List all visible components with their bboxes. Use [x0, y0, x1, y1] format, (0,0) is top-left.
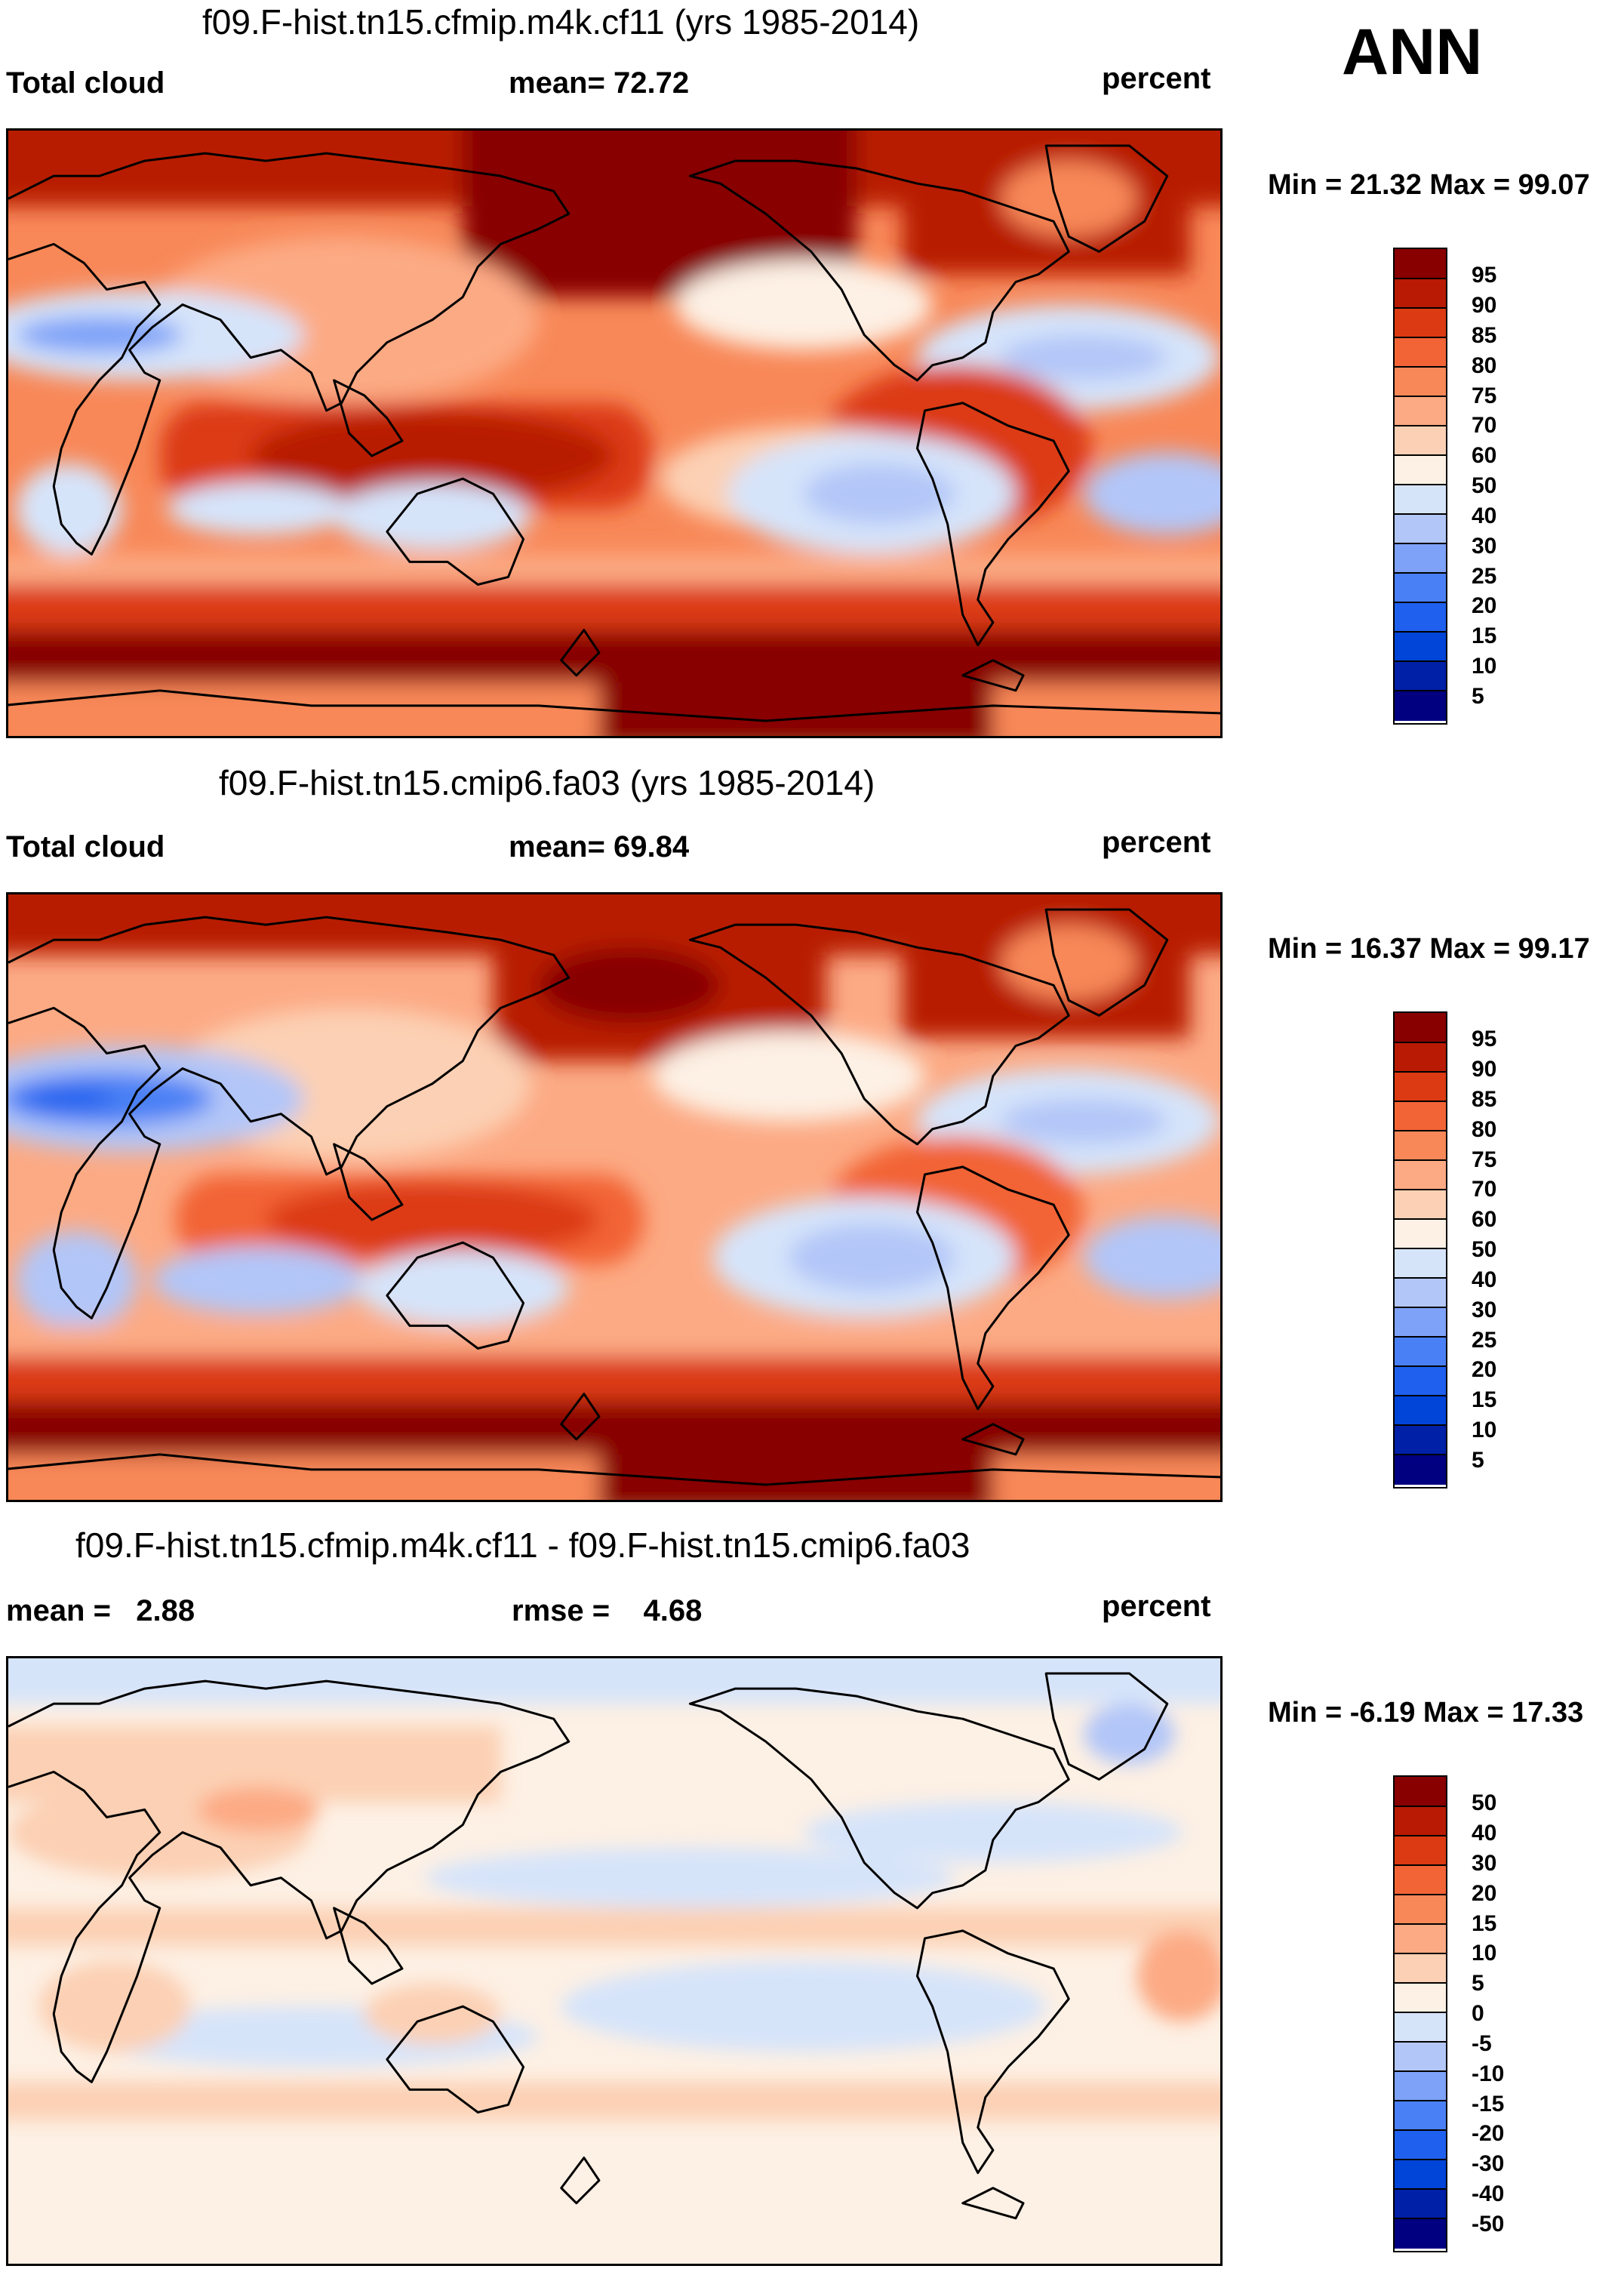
panel-3-tick: 50 [1472, 1790, 1497, 1815]
season-label: ANN [1342, 16, 1483, 88]
panel-2-tick: 20 [1472, 1357, 1497, 1382]
panel-1-tick: 95 [1472, 263, 1497, 288]
panel-3-minmax: Min = -6.19 Max = 17.33 [1268, 1697, 1584, 1729]
panel-2-tick: 15 [1472, 1387, 1497, 1412]
panel-2-colorbar [1393, 1011, 1447, 1488]
panel-1-tick: 40 [1472, 503, 1497, 528]
panel-3-tick: -5 [1472, 2031, 1492, 2056]
panel-3-mean-label: mean = 2.88 [6, 1594, 195, 1627]
panel-2-variable-label: Total cloud [6, 830, 165, 864]
panel-1-map-field [8, 131, 1220, 736]
panel-2-minmax: Min = 16.37 Max = 99.17 [1268, 933, 1590, 965]
panel-2-tick: 90 [1472, 1057, 1497, 1082]
panel-1-tick: 90 [1472, 293, 1497, 318]
panel-1-map [6, 128, 1223, 738]
panel-1-tick: 25 [1472, 564, 1497, 589]
panel-3-tick: -40 [1472, 2181, 1505, 2206]
panel-3-tick: -15 [1472, 2092, 1505, 2117]
panel-2-map [6, 892, 1223, 1502]
panel-3-tick: -30 [1472, 2151, 1505, 2176]
panel-3-map [6, 1656, 1223, 2266]
panel-1-tick: 80 [1472, 353, 1497, 378]
panel-1-tick: 10 [1472, 654, 1497, 679]
panel-3-tick: 20 [1472, 1881, 1497, 1906]
panel-3-title: f09.F-hist.tn15.cfmip.m4k.cf11 - f09.F-h… [75, 1525, 970, 1565]
panel-2-tick: 80 [1472, 1117, 1497, 1142]
panel-3-tick: 5 [1472, 1971, 1484, 1996]
panel-1-tick: 85 [1472, 323, 1497, 348]
panel-2-map-field [8, 894, 1220, 1500]
panel-1-minmax: Min = 21.32 Max = 99.07 [1268, 169, 1590, 201]
panel-2-tick: 75 [1472, 1147, 1497, 1172]
panel-2-tick: 95 [1472, 1027, 1497, 1051]
panel-2-tick: 85 [1472, 1087, 1497, 1112]
panel-3-tick: -50 [1472, 2212, 1505, 2237]
panel-3-tick: -20 [1472, 2121, 1505, 2146]
panel-3-tick: 10 [1472, 1941, 1497, 1966]
panel-3-units-label: percent [1102, 1590, 1211, 1623]
panel-1-units-label: percent [1102, 62, 1211, 95]
panel-1-mean-label: mean= 72.72 [509, 66, 690, 100]
panel-1-variable-label: Total cloud [6, 66, 165, 100]
panel-3-colorbar [1393, 1775, 1447, 2252]
panel-3-tick: 30 [1472, 1851, 1497, 1876]
panel-1-tick: 60 [1472, 443, 1497, 468]
panel-2-tick: 25 [1472, 1328, 1497, 1353]
panel-1-tick: 5 [1472, 684, 1484, 709]
panel-3-map-field [8, 1658, 1220, 2264]
panel-2-tick: 50 [1472, 1237, 1497, 1262]
panel-2-tick: 60 [1472, 1207, 1497, 1232]
panel-1-tick: 70 [1472, 413, 1497, 438]
panel-2-tick: 5 [1472, 1448, 1484, 1473]
panel-2-tick: 70 [1472, 1177, 1497, 1202]
panel-3-tick: 15 [1472, 1911, 1497, 1936]
panel-1-tick: 75 [1472, 383, 1497, 408]
panel-1-tick: 50 [1472, 473, 1497, 498]
panel-2-tick: 40 [1472, 1267, 1497, 1292]
panel-3-tick: -10 [1472, 2061, 1505, 2086]
panel-3-tick: 0 [1472, 2001, 1484, 2026]
panel-2-mean-label: mean= 69.84 [509, 830, 690, 864]
panel-3-tick: 40 [1472, 1821, 1497, 1846]
panel-1-colorbar [1393, 248, 1447, 725]
panel-2-tick: 10 [1472, 1418, 1497, 1442]
panel-2-tick: 30 [1472, 1298, 1497, 1322]
panel-1-tick: 30 [1472, 534, 1497, 559]
panel-1-tick: 15 [1472, 623, 1497, 648]
panel-1-title: f09.F-hist.tn15.cfmip.m4k.cf11 (yrs 1985… [202, 2, 920, 42]
panel-2-units-label: percent [1102, 826, 1211, 859]
panel-2-title: f09.F-hist.tn15.cmip6.fa03 (yrs 1985-201… [219, 763, 875, 802]
panel-3-rmse-label: rmse = 4.68 [512, 1594, 703, 1627]
panel-1-tick: 20 [1472, 593, 1497, 618]
